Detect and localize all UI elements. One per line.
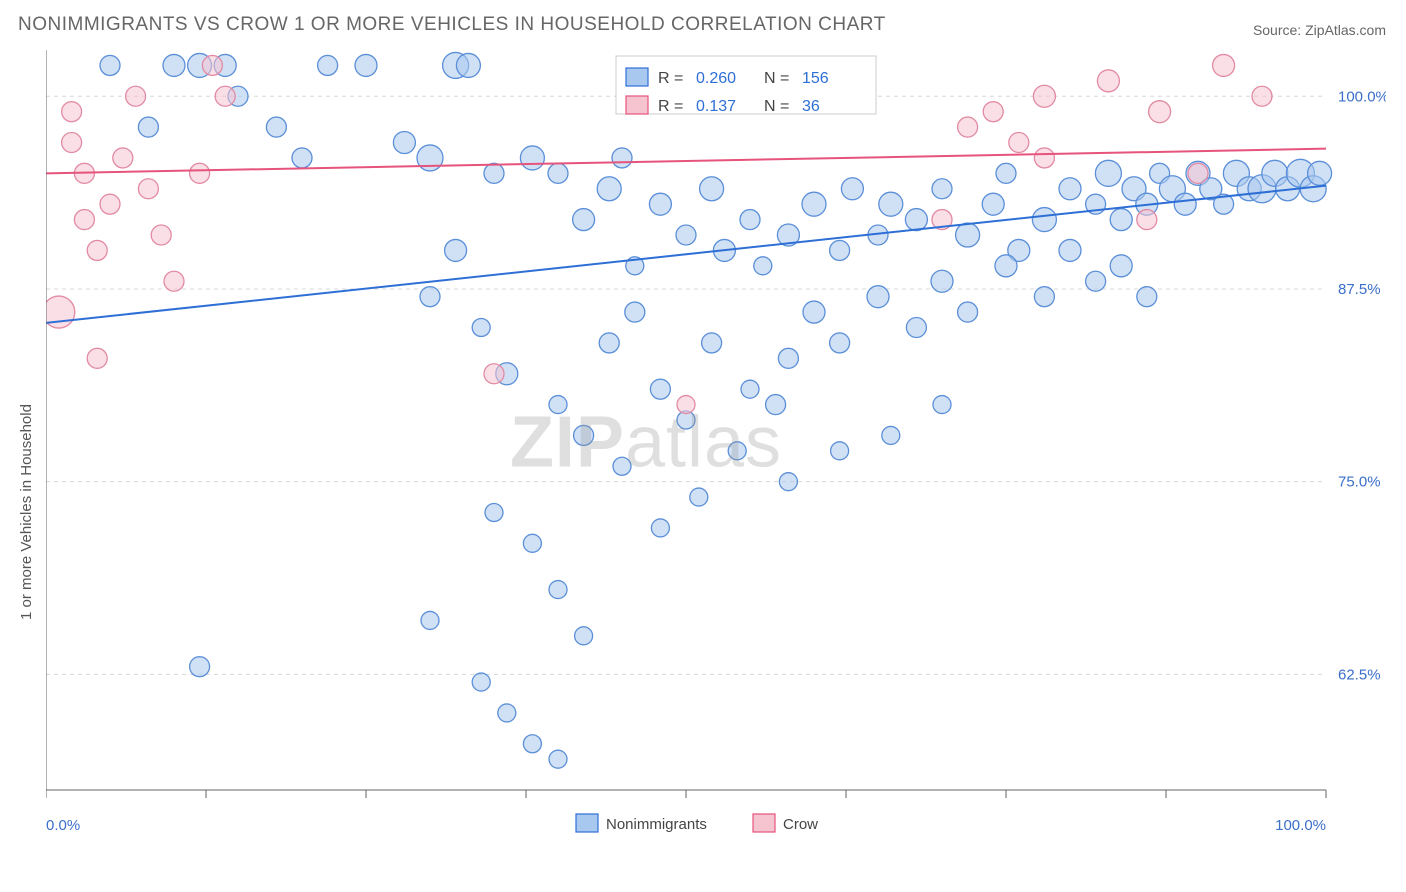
svg-text:100.0%: 100.0%: [1338, 88, 1386, 105]
chart-title: NONIMMIGRANTS VS CROW 1 OR MORE VEHICLES…: [18, 14, 886, 36]
svg-text:0.0%: 0.0%: [46, 817, 80, 834]
svg-text:87.5%: 87.5%: [1338, 281, 1381, 298]
svg-text:Crow: Crow: [783, 816, 818, 833]
chart-container: 0.0% 100.0% 75.0% 100.0% 62.5% 87.5% R = 0.260 N…: [46, 50, 1386, 850]
source-attribution: Source: ZipAtlas.com: [1253, 22, 1386, 38]
svg-text:N =: N =: [764, 70, 789, 87]
svg-text:156: 156: [802, 70, 829, 87]
svg-text:75.0%: 75.0%: [1338, 474, 1381, 491]
y-axis-label: 1 or more Vehicles in Household: [18, 404, 35, 620]
svg-text:36: 36: [802, 98, 820, 115]
svg-text:0.260: 0.260: [696, 70, 736, 87]
svg-text:100.0%: 100.0%: [1275, 817, 1326, 834]
svg-text:N =: N =: [764, 98, 789, 115]
svg-text:62.5%: 62.5%: [1338, 666, 1381, 683]
svg-text:Nonimmigrants: Nonimmigrants: [606, 816, 707, 833]
svg-text:ZIPatlas: ZIPatlas: [510, 402, 782, 482]
svg-text:R =: R =: [658, 70, 683, 87]
correlation-scatter-chart: 0.0% 100.0% 75.0% 100.0% 62.5% 87.5% R = 0.260 N…: [46, 50, 1386, 850]
svg-text:0.137: 0.137: [696, 98, 736, 115]
svg-text:R =: R =: [658, 98, 683, 115]
